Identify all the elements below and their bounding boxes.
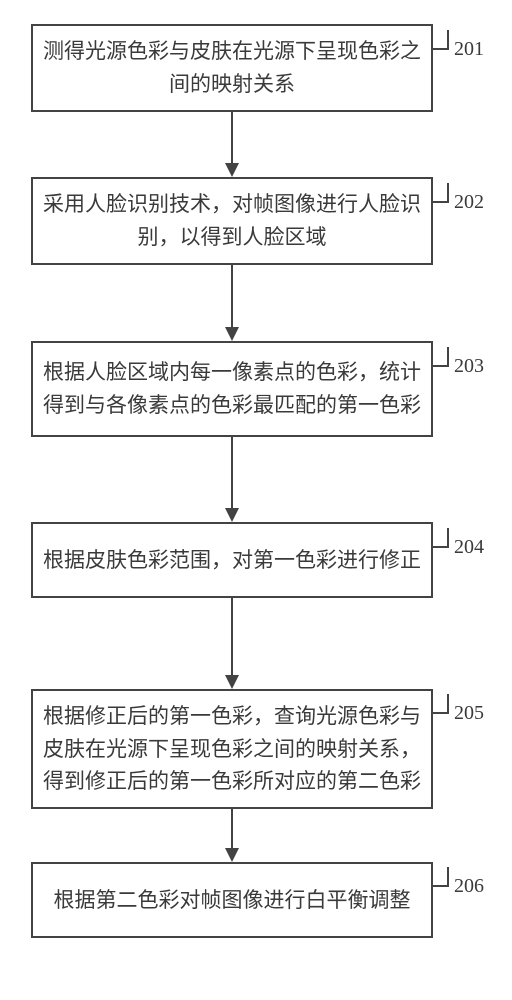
flow-step-203: 根据人脸区域内每一像素点的色彩，统计得到与各像素点的色彩最匹配的第一色彩 — [31, 341, 433, 437]
label-hook — [433, 201, 449, 203]
flow-step-text: 根据皮肤色彩范围，对第一色彩进行修正 — [43, 544, 421, 577]
label-hook — [447, 867, 449, 885]
flow-step-text: 根据修正后的第一色彩，查询光源色彩与皮肤在光源下呈现色彩之间的映射关系，得到修正… — [43, 700, 421, 798]
flow-step-text: 根据人脸区域内每一像素点的色彩，统计得到与各像素点的色彩最匹配的第一色彩 — [43, 356, 421, 421]
flow-arrow — [231, 598, 233, 675]
flow-step-205: 根据修正后的第一色彩，查询光源色彩与皮肤在光源下呈现色彩之间的映射关系，得到修正… — [31, 689, 433, 809]
flow-step-206: 根据第二色彩对帧图像进行白平衡调整 — [31, 862, 433, 938]
label-hook — [433, 712, 449, 714]
flow-arrow — [231, 112, 233, 163]
label-hook — [447, 694, 449, 712]
flow-arrow-head — [225, 675, 239, 689]
label-hook — [447, 347, 449, 365]
flow-step-label: 202 — [454, 191, 484, 214]
flow-arrow-head — [225, 848, 239, 862]
flow-step-202: 采用人脸识别技术，对帧图像进行人脸识别，以得到人脸区域 — [31, 177, 433, 265]
flowchart-canvas: 测得光源色彩与皮肤在光源下呈现色彩之间的映射关系 201 采用人脸识别技术，对帧图像… — [0, 0, 512, 1000]
label-hook — [447, 30, 449, 48]
flow-arrow-head — [225, 327, 239, 341]
flow-arrow — [231, 437, 233, 508]
flow-arrow-head — [225, 163, 239, 177]
flow-step-label: 206 — [454, 875, 484, 898]
flow-step-label: 201 — [454, 38, 484, 61]
label-hook — [447, 183, 449, 201]
flow-step-text: 根据第二色彩对帧图像进行白平衡调整 — [54, 884, 411, 917]
flow-step-label: 205 — [454, 702, 484, 725]
flow-step-201: 测得光源色彩与皮肤在光源下呈现色彩之间的映射关系 — [31, 24, 433, 112]
flow-step-label: 203 — [454, 355, 484, 378]
flow-step-text: 采用人脸识别技术，对帧图像进行人脸识别，以得到人脸区域 — [43, 188, 421, 253]
label-hook — [433, 365, 449, 367]
flow-arrow — [231, 809, 233, 848]
flow-step-label: 204 — [454, 536, 484, 559]
flow-arrow — [231, 265, 233, 327]
label-hook — [433, 885, 449, 887]
label-hook — [447, 528, 449, 546]
label-hook — [433, 48, 449, 50]
flow-step-204: 根据皮肤色彩范围，对第一色彩进行修正 — [31, 522, 433, 598]
flow-arrow-head — [225, 508, 239, 522]
label-hook — [433, 546, 449, 548]
flow-step-text: 测得光源色彩与皮肤在光源下呈现色彩之间的映射关系 — [43, 35, 421, 100]
